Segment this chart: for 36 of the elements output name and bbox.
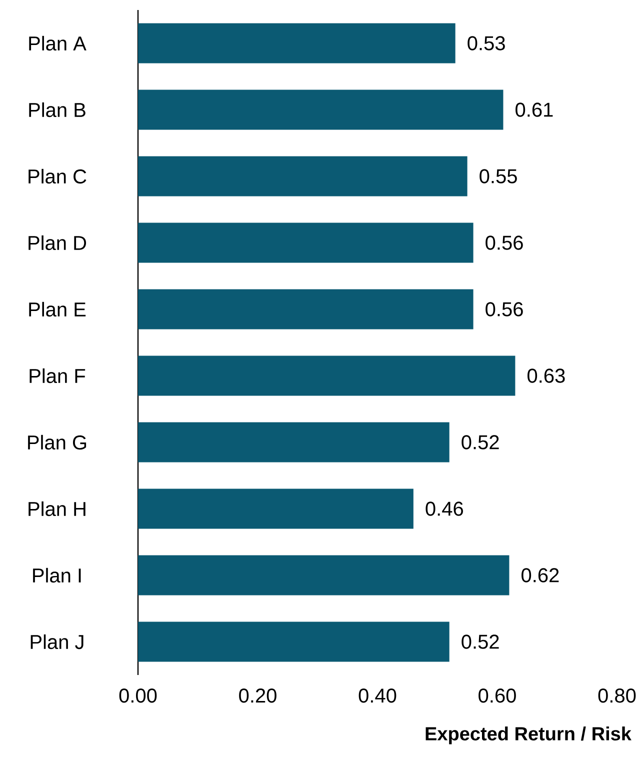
bar bbox=[138, 156, 468, 196]
data-label: 0.53 bbox=[468, 36, 505, 50]
x-tick-label: 0.00 bbox=[119, 688, 157, 703]
data-label: 0.52 bbox=[462, 435, 499, 450]
bar bbox=[138, 289, 474, 330]
data-label: 0.61 bbox=[516, 102, 553, 117]
y-tick-label: Plan C bbox=[28, 168, 86, 184]
x-axis-title: Expected Return / Risk bbox=[426, 726, 632, 744]
y-tick-label: Plan D bbox=[28, 235, 86, 250]
y-tick-label: Plan F bbox=[30, 368, 86, 384]
bar bbox=[138, 90, 504, 130]
y-tick-label: Plan G bbox=[28, 434, 86, 450]
bar bbox=[138, 488, 414, 529]
bar bbox=[138, 23, 456, 64]
bar bbox=[138, 356, 516, 396]
data-label: 0.56 bbox=[486, 236, 523, 250]
x-tick-label: 0.60 bbox=[478, 688, 516, 703]
bar bbox=[138, 622, 450, 662]
y-tick-label: Plan E bbox=[29, 302, 86, 317]
data-label: 0.62 bbox=[522, 568, 559, 582]
bar bbox=[138, 222, 474, 263]
data-label: 0.56 bbox=[486, 302, 523, 316]
bar bbox=[138, 555, 510, 596]
data-label: 0.55 bbox=[480, 169, 517, 184]
data-label: 0.52 bbox=[462, 634, 499, 649]
y-tick-label: Plan I bbox=[33, 568, 81, 583]
data-label: 0.46 bbox=[426, 502, 463, 516]
x-tick-label: 0.40 bbox=[358, 688, 396, 703]
y-tick-label: Plan A bbox=[29, 36, 86, 51]
y-tick-label: Plan H bbox=[28, 501, 86, 516]
data-label: 0.63 bbox=[528, 368, 565, 383]
y-tick-label: Plan B bbox=[29, 102, 86, 118]
y-tick-label: Plan J bbox=[30, 634, 84, 650]
x-tick-label: 0.20 bbox=[239, 688, 276, 703]
x-tick-label: 0.80 bbox=[598, 688, 636, 703]
bar bbox=[138, 422, 450, 462]
